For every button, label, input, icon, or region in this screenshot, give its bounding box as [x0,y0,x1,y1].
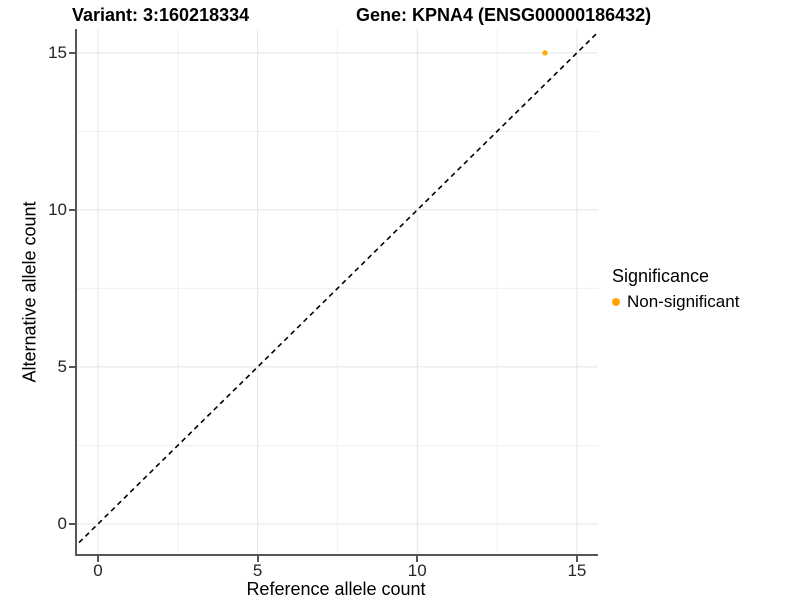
y-tick-label: 15 [48,42,67,62]
y-axis-title: Alternative allele count [19,201,40,383]
x-tick-mark [575,556,578,562]
x-axis-title: Reference allele count [246,579,426,599]
y-tick-mark [69,522,75,525]
legend-point-swatch-icon [612,298,620,306]
x-tick-label: 5 [252,561,263,580]
legend-item: Non-significant [612,291,739,313]
x-tick-label: 15 [567,561,587,580]
x-tick-mark [416,556,419,562]
legend-title: Significance [612,266,710,286]
y-tick-label: 0 [57,513,67,533]
identity-line [75,31,598,548]
plot-panel [75,29,598,556]
y-tick-label: 5 [57,356,67,376]
data-point [542,50,548,56]
x-tick-label: 0 [93,561,103,580]
x-tick-mark [96,556,99,562]
legend-items: Non-significant [612,291,739,313]
x-tick-label: 10 [407,561,427,580]
y-tick-label: 10 [48,199,67,219]
y-tick-mark [69,208,75,211]
y-tick-mark [69,51,75,54]
legend: Significance Non-significant [612,265,739,313]
variant-title: Variant: 3:160218334 [72,5,250,25]
y-tick-mark [69,365,75,368]
legend-item-label: Non-significant [627,292,740,311]
gene-title: Gene: KPNA4 (ENSG00000186432) [356,5,652,25]
x-tick-mark [256,556,259,562]
